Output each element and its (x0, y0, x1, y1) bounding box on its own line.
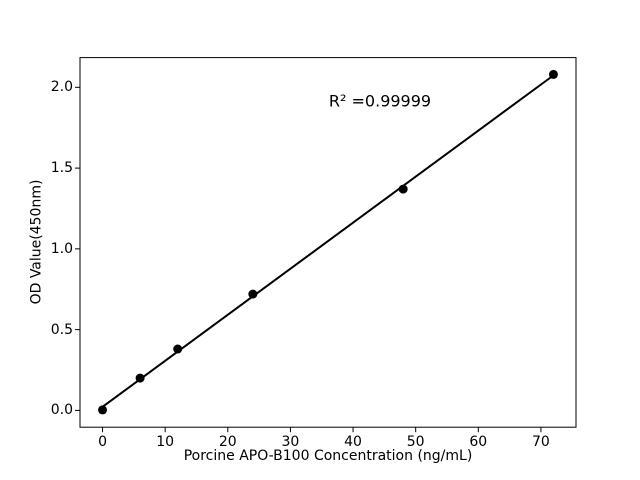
plot-frame (79, 57, 577, 428)
data-point (398, 184, 408, 194)
fit-line (101, 74, 555, 408)
y-tick-label: 1.5 (50, 160, 73, 177)
r-squared-annotation: R² =0.99999 (328, 91, 432, 111)
x-tick-label: 0 (98, 434, 107, 451)
x-tick-label: 50 (406, 434, 425, 451)
y-tick-label: 0.0 (50, 402, 73, 419)
data-point (98, 405, 108, 415)
x-tick-label: 60 (469, 434, 488, 451)
x-axis-label: Porcine APO-B100 Concentration (ng/mL) (183, 448, 473, 464)
x-tick-label: 20 (218, 434, 237, 451)
data-point (173, 344, 183, 354)
y-axis-label: OD Value(450nm) (28, 179, 45, 305)
x-tick-label: 70 (532, 434, 550, 451)
data-point (135, 373, 145, 383)
y-tick-label: 1.0 (50, 240, 73, 257)
x-tick-label: 10 (156, 434, 175, 451)
y-tick-label: 0.5 (50, 321, 73, 338)
y-tick-label: 2.0 (50, 79, 73, 96)
data-point (548, 69, 558, 79)
x-tick-label: 30 (281, 434, 300, 451)
data-point (248, 289, 258, 299)
x-tick-label: 40 (344, 434, 362, 451)
